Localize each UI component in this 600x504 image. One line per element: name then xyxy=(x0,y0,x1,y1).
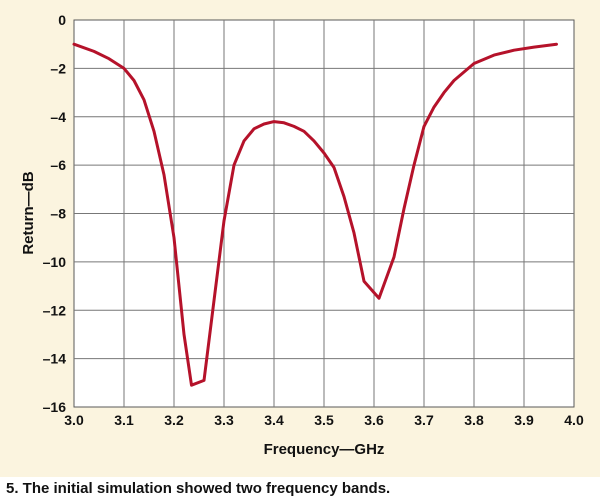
x-tick-label: 3.4 xyxy=(264,412,284,428)
x-tick-label: 3.8 xyxy=(464,412,484,428)
grid-lines xyxy=(74,20,574,407)
y-tick-label: –12 xyxy=(43,302,67,318)
figure-background: 3.0 3.1 3.2 3.3 3.4 3.5 3.6 3.7 3.8 3.9 4.0 0 –2 –4 –6… xyxy=(0,0,600,477)
y-tick-label: –4 xyxy=(50,109,66,125)
x-tick-label: 3.5 xyxy=(314,412,334,428)
x-tick-label: 3.1 xyxy=(114,412,134,428)
x-tick-label: 3.2 xyxy=(164,412,184,428)
y-tick-label: –10 xyxy=(43,254,67,270)
y-tick-label: –6 xyxy=(50,157,66,173)
return-loss-chart: 3.0 3.1 3.2 3.3 3.4 3.5 3.6 3.7 3.8 3.9 4.0 0 –2 –4 –6… xyxy=(20,12,584,458)
x-tick-label: 3.7 xyxy=(414,412,434,428)
y-tick-label: –14 xyxy=(43,351,67,367)
y-axis-label: Return—dB xyxy=(20,171,37,254)
x-tick-label: 4.0 xyxy=(564,412,584,428)
y-tick-label: –8 xyxy=(50,206,66,222)
y-tick-label: –16 xyxy=(43,399,67,415)
y-tick-label: 0 xyxy=(58,12,66,28)
return-loss-line xyxy=(72,42,558,387)
x-tick-label: 3.0 xyxy=(64,412,84,428)
x-tick-label: 3.6 xyxy=(364,412,384,428)
figure-caption: 5. The initial simulation showed two fre… xyxy=(6,480,391,497)
data-series xyxy=(72,42,558,387)
tick-labels: 3.0 3.1 3.2 3.3 3.4 3.5 3.6 3.7 3.8 3.9 4.0 0 –2 –4 –6… xyxy=(43,12,584,428)
x-axis-label: Frequency—GHz xyxy=(264,441,385,458)
y-tick-label: –2 xyxy=(50,60,66,76)
x-tick-label: 3.9 xyxy=(514,412,534,428)
x-tick-label: 3.3 xyxy=(214,412,234,428)
